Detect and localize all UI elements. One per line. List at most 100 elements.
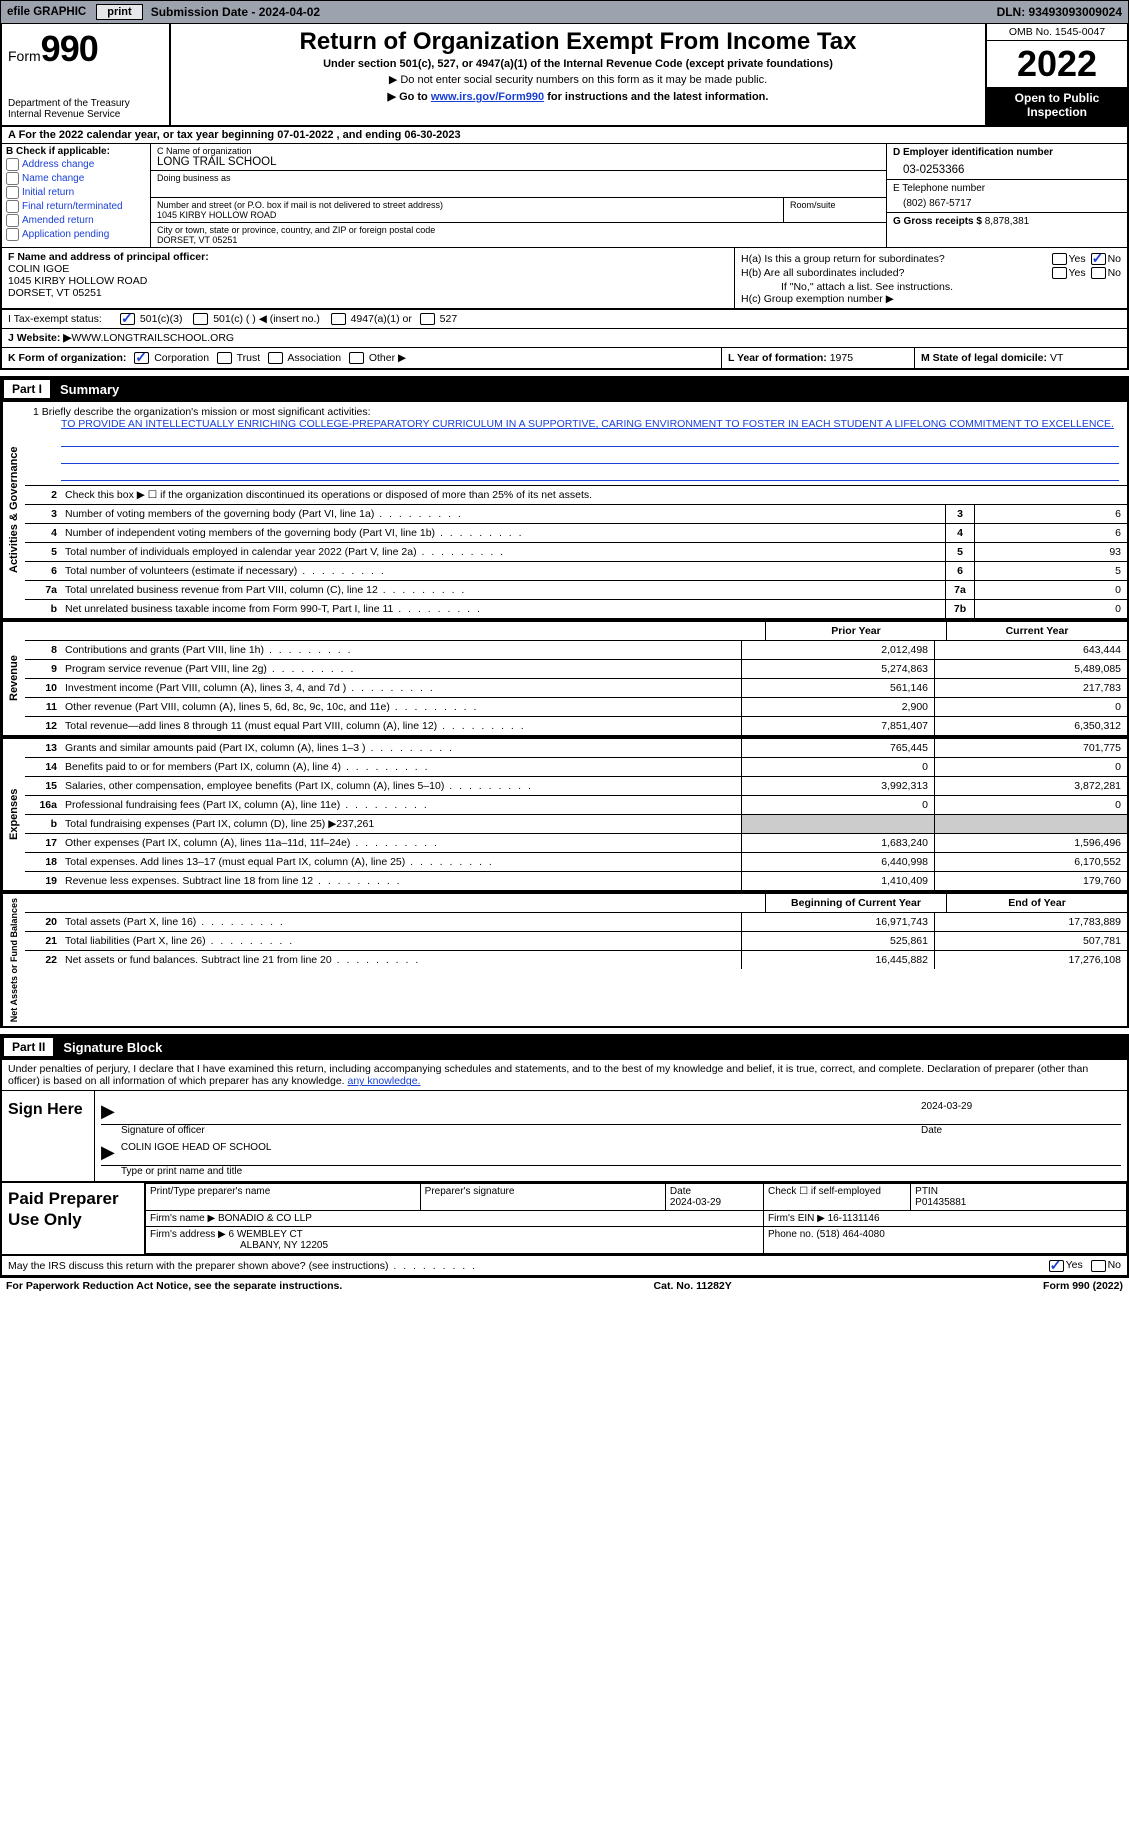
officer-label: F Name and address of principal officer: (8, 251, 209, 263)
form-subtitle-2: ▶ Do not enter social security numbers o… (177, 73, 979, 86)
address-row: Number and street (or P.O. box if mail i… (151, 198, 886, 223)
ln-prior: 561,146 (741, 679, 934, 697)
end-year-hdr: End of Year (946, 894, 1127, 912)
officer-addr: 1045 KIRBY HOLLOW ROAD (8, 275, 728, 287)
sign-body: ▶ 2024-03-29 Signature of officer Date ▶… (95, 1091, 1127, 1181)
exp-line-13: 13 Grants and similar amounts paid (Part… (25, 739, 1127, 758)
ln-desc: Investment income (Part VIII, column (A)… (61, 679, 741, 697)
part2-num: Part II (4, 1038, 53, 1056)
firm-name-cell: Firm's name ▶ BONADIO & CO LLP (146, 1211, 764, 1227)
gross-value: 8,878,381 (985, 216, 1030, 227)
ln-desc: Net unrelated business taxable income fr… (61, 600, 945, 618)
ln-prior: 1,410,409 (741, 872, 934, 890)
ln-prior: 525,861 (741, 932, 934, 950)
tel-label: E Telephone number (893, 183, 1121, 194)
ln-desc: Other revenue (Part VIII, column (A), li… (61, 698, 741, 716)
blank-3 (61, 466, 1119, 481)
prep-name-cell: Print/Type preparer's name (146, 1184, 421, 1211)
ln-prior: 16,971,743 (741, 913, 934, 931)
ln-desc: Total unrelated business revenue from Pa… (61, 581, 945, 599)
box-d-e-g: D Employer identification number 03-0253… (886, 144, 1127, 247)
chk-association[interactable] (268, 352, 283, 364)
gov-line-7b: b Net unrelated business taxable income … (25, 600, 1127, 618)
ln-num: 17 (25, 834, 61, 852)
ln-box: 4 (945, 524, 974, 542)
form-word: Form (8, 48, 41, 64)
ln-num: b (25, 815, 61, 833)
ln-num: 21 (25, 932, 61, 950)
row-a-period: A For the 2022 calendar year, or tax yea… (0, 127, 1129, 143)
chk-application-pending[interactable]: Application pending (6, 228, 146, 241)
ln-desc: Total expenses. Add lines 13–17 (must eq… (61, 853, 741, 871)
room-block: Room/suite (784, 198, 886, 222)
org-name-block: C Name of organization LONG TRAIL SCHOOL (151, 144, 886, 171)
ln-num: 9 (25, 660, 61, 678)
ln-desc: Salaries, other compensation, employee b… (61, 777, 741, 795)
chk-amended-return[interactable]: Amended return (6, 214, 146, 227)
officer-name: COLIN IGOE (8, 263, 728, 275)
tax-year: 2022 (987, 41, 1127, 87)
ln-desc: Number of independent voting members of … (61, 524, 945, 542)
form-title: Return of Organization Exempt From Incom… (177, 28, 979, 56)
ln-num: 3 (25, 505, 61, 523)
room-label: Room/suite (790, 200, 880, 210)
rev-hdr-spacer (25, 622, 765, 640)
chk-501c[interactable] (193, 313, 208, 325)
dba-block: Doing business as (151, 171, 886, 198)
chk-initial-return[interactable]: Initial return (6, 186, 146, 199)
open-inspection: Open to Public Inspection (987, 87, 1127, 125)
chk-trust[interactable] (217, 352, 232, 364)
chk-name-change[interactable]: Name change (6, 172, 146, 185)
org-name: LONG TRAIL SCHOOL (157, 156, 880, 168)
website-row: J Website: ▶ WWW.LONGTRAILSCHOOL.ORG (0, 329, 1129, 348)
vlabel-net-assets: Net Assets or Fund Balances (2, 894, 25, 1026)
net-header: Beginning of Current Year End of Year (25, 894, 1127, 913)
irs-link[interactable]: www.irs.gov/Form990 (431, 91, 544, 103)
goto-pre: ▶ Go to (388, 91, 431, 103)
vlabel-activities: Activities & Governance (2, 402, 25, 618)
website-link[interactable]: WWW.LONGTRAILSCHOOL.ORG (71, 332, 234, 344)
chk-corporation[interactable] (134, 352, 149, 364)
ln-num: 14 (25, 758, 61, 776)
org-name-label: C Name of organization (157, 146, 880, 156)
print-button[interactable]: print (96, 4, 142, 20)
part1-title: Summary (52, 382, 119, 397)
chk-address-change[interactable]: Address change (6, 158, 146, 171)
expenses-section: Expenses 13 Grants and similar amounts p… (0, 737, 1129, 892)
ln-num: 10 (25, 679, 61, 697)
part1-num: Part I (4, 380, 50, 398)
m-label: M State of legal domicile: (921, 352, 1047, 364)
net-line-21: 21 Total liabilities (Part X, line 26) 5… (25, 932, 1127, 951)
chk-527[interactable] (420, 313, 435, 325)
m-value: VT (1050, 352, 1063, 364)
firm-phone-cell: Phone no. (518) 464-4080 (764, 1227, 1127, 1254)
ln-num: 19 (25, 872, 61, 890)
gov-line-5: 5 Total number of individuals employed i… (25, 543, 1127, 562)
ln-prior: 0 (741, 796, 934, 814)
sig-placeholder (121, 1101, 921, 1122)
ln-current: 0 (934, 796, 1127, 814)
chk-4947[interactable] (331, 313, 346, 325)
exp-body: 13 Grants and similar amounts paid (Part… (25, 739, 1127, 890)
ln-desc: Total liabilities (Part X, line 26) (61, 932, 741, 950)
vlabel-expenses: Expenses (2, 739, 25, 890)
chk-other[interactable] (349, 352, 364, 364)
top-bar: efile GRAPHIC print Submission Date - 20… (0, 0, 1129, 24)
sig-intro: Under penalties of perjury, I declare th… (0, 1060, 1129, 1090)
hb-label: H(b) Are all subordinates included? (741, 267, 904, 279)
ln-desc: Number of voting members of the governin… (61, 505, 945, 523)
ln-prior: 6,440,998 (741, 853, 934, 871)
ln-box: 7b (945, 600, 974, 618)
ln-current: 5,489,085 (934, 660, 1127, 678)
chk-final-return[interactable]: Final return/terminated (6, 200, 146, 213)
efile-label: efile GRAPHIC (1, 6, 92, 18)
discuss-text: May the IRS discuss this return with the… (8, 1260, 477, 1272)
opt-501c3: 501(c)(3) (140, 313, 183, 325)
exp-line-15: 15 Salaries, other compensation, employe… (25, 777, 1127, 796)
rev-line-8: 8 Contributions and grants (Part VIII, l… (25, 641, 1127, 660)
blank-2 (61, 449, 1119, 464)
form-subtitle-1: Under section 501(c), 527, or 4947(a)(1)… (177, 58, 979, 70)
chk-501c3[interactable] (120, 313, 135, 325)
ln-current: 507,781 (934, 932, 1127, 950)
sig-intro-text: Under penalties of perjury, I declare th… (8, 1063, 1088, 1087)
